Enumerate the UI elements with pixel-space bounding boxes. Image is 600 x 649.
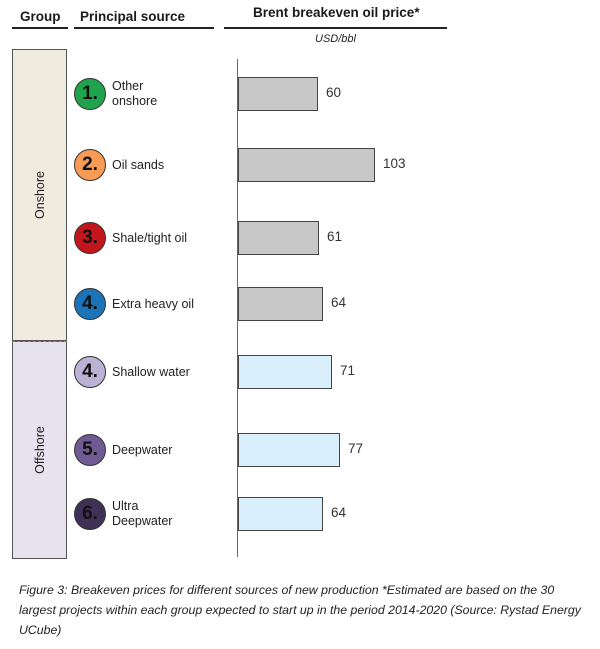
- group-divider: [12, 341, 67, 343]
- source-number-badge: 2.: [74, 149, 106, 181]
- source-label: Shallow water: [112, 364, 190, 379]
- source-number-badge: 6.: [74, 498, 106, 530]
- bar-value-label: 64: [331, 505, 347, 520]
- source-row: 2. Oil sands: [74, 148, 234, 182]
- bar: [238, 287, 323, 321]
- source-row: 3. Shale/tight oil: [74, 221, 234, 255]
- bar: [238, 355, 332, 389]
- bar-value-label: 103: [383, 156, 406, 171]
- bar-value-label: 77: [348, 441, 364, 456]
- source-row: 1. Other onshore: [74, 77, 234, 111]
- bar: [238, 77, 318, 111]
- source-row: 5. Deepwater: [74, 433, 234, 467]
- unit-label: USD/bbl: [315, 33, 356, 45]
- source-label: Ultra Deepwater: [112, 499, 173, 528]
- bar: [238, 148, 375, 182]
- header-rule-price: [224, 27, 447, 29]
- source-number-badge: 3.: [74, 222, 106, 254]
- source-label: Extra heavy oil: [112, 296, 194, 311]
- group-box-offshore: [12, 341, 67, 559]
- header-rule-group: [12, 27, 68, 29]
- source-label: Shale/tight oil: [112, 230, 188, 245]
- header-breakeven-price: Brent breakeven oil price*: [253, 5, 420, 20]
- source-number-badge: 4.: [74, 288, 106, 320]
- source-number-badge: 5.: [74, 434, 106, 466]
- header-principal-source: Principal source: [80, 9, 186, 24]
- source-row: 6. Ultra Deepwater: [74, 497, 234, 531]
- header-rule-source: [74, 27, 214, 29]
- source-row: 4. Extra heavy oil: [74, 287, 234, 321]
- bar-value-label: 64: [331, 295, 347, 310]
- figure-caption: Figure 3: Breakeven prices for different…: [19, 583, 581, 637]
- source-label: Other onshore: [112, 79, 158, 108]
- bar: [238, 221, 319, 255]
- group-label-offshore: Offshore: [33, 426, 47, 474]
- source-label: Oil sands: [112, 157, 165, 172]
- source-row: 4. Shallow water: [74, 355, 234, 389]
- source-number-badge: 4.: [74, 356, 106, 388]
- bar: [238, 497, 323, 531]
- bar-value-label: 60: [326, 85, 342, 100]
- bar: [238, 433, 340, 467]
- header-group: Group: [20, 9, 61, 24]
- group-box-onshore: [12, 49, 67, 341]
- source-label: Deepwater: [112, 442, 173, 457]
- value-axis: [237, 59, 238, 557]
- bar-value-label: 71: [340, 363, 356, 378]
- group-label-onshore: Onshore: [33, 171, 47, 219]
- bar-value-label: 61: [327, 229, 343, 244]
- source-number-badge: 1.: [74, 78, 106, 110]
